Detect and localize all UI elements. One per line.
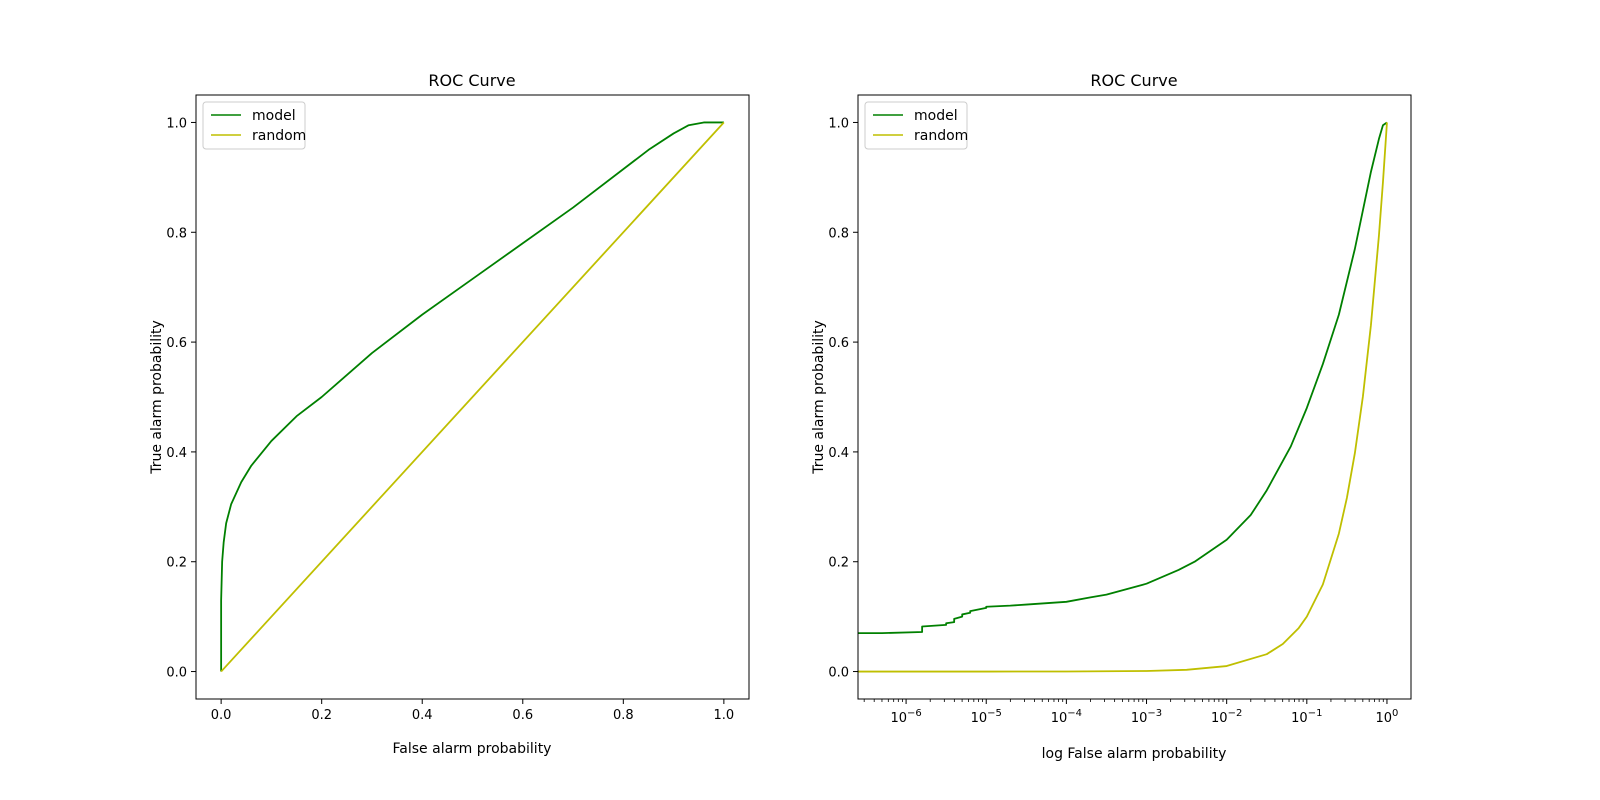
y-tick-label: 0.2 — [166, 556, 187, 571]
y-tick-label: 0.0 — [828, 666, 849, 681]
y-axis-label: True alarm probability — [149, 320, 165, 475]
plot-frame — [857, 94, 1412, 700]
y-tick-label: 0.4 — [166, 446, 187, 461]
chart-log: ROC Curve 0.0 0.2 0.4 0.6 0.8 1.0 10−6 10−5 10−4… — [811, 71, 1412, 762]
legend-label-random: random — [914, 128, 968, 144]
y-tick-label: 0.6 — [166, 336, 187, 351]
chart-linear: ROC Curve 0.0 0.2 0.4 0.6 0.8 1.0 0.0 0.2 0.4 0.6… — [149, 71, 750, 757]
x-tick-label: 10−4 — [1051, 708, 1082, 726]
x-tick-label: 10−3 — [1131, 708, 1162, 726]
y-tick-label: 1.0 — [828, 116, 849, 131]
x-axis-label: log False alarm probability — [1042, 746, 1227, 762]
legend-label-model: model — [252, 108, 296, 124]
x-axis-label: False alarm probability — [393, 741, 552, 757]
series-line-random — [220, 121, 725, 673]
x-tick-label: 0.6 — [512, 708, 533, 723]
y-tick-label: 0.4 — [828, 446, 849, 461]
y-tick-label: 0.0 — [166, 666, 187, 681]
y-tick-label: 1.0 — [166, 116, 187, 131]
x-tick-label: 10−2 — [1211, 708, 1242, 726]
legend-label-random: random — [252, 128, 306, 144]
y-tick-label: 0.2 — [828, 556, 849, 571]
y-tick-label: 0.8 — [828, 226, 849, 241]
x-tick-label: 0.8 — [613, 708, 634, 723]
x-tick-label: 1.0 — [714, 708, 735, 723]
x-tick-label: 10−6 — [890, 708, 921, 726]
legend: model random — [864, 101, 968, 150]
legend-frame — [864, 101, 968, 150]
series-line-model — [858, 121, 1388, 635]
x-tick-label: 100 — [1375, 708, 1398, 726]
x-tick-label: 0.0 — [211, 708, 232, 723]
x-tick-label: 0.4 — [412, 708, 433, 723]
x-tick-label: 10−5 — [971, 708, 1002, 726]
chart-title: ROC Curve — [1090, 71, 1177, 90]
y-axis-label: True alarm probability — [811, 320, 827, 475]
x-tick-label: 10−1 — [1291, 708, 1322, 726]
x-tick-label: 0.2 — [311, 708, 332, 723]
chart-title: ROC Curve — [428, 71, 515, 90]
y-tick-label: 0.6 — [828, 336, 849, 351]
chart-axes-content: 0.0 0.2 0.4 0.6 0.8 1.0 10−6 10−5 10−4 10−3 10−2 10… — [828, 116, 1398, 726]
y-tick-label: 0.8 — [166, 226, 187, 241]
chart-axes-content: 0.0 0.2 0.4 0.6 0.8 1.0 0.0 0.2 0.4 0.6 0.8 1.0 — [166, 116, 734, 723]
series-line-random — [858, 122, 1388, 673]
legend: model random — [202, 101, 306, 150]
series-line-model — [220, 121, 724, 672]
legend-label-model: model — [914, 108, 958, 124]
plot-frame — [195, 94, 750, 700]
legend-frame — [202, 101, 306, 150]
